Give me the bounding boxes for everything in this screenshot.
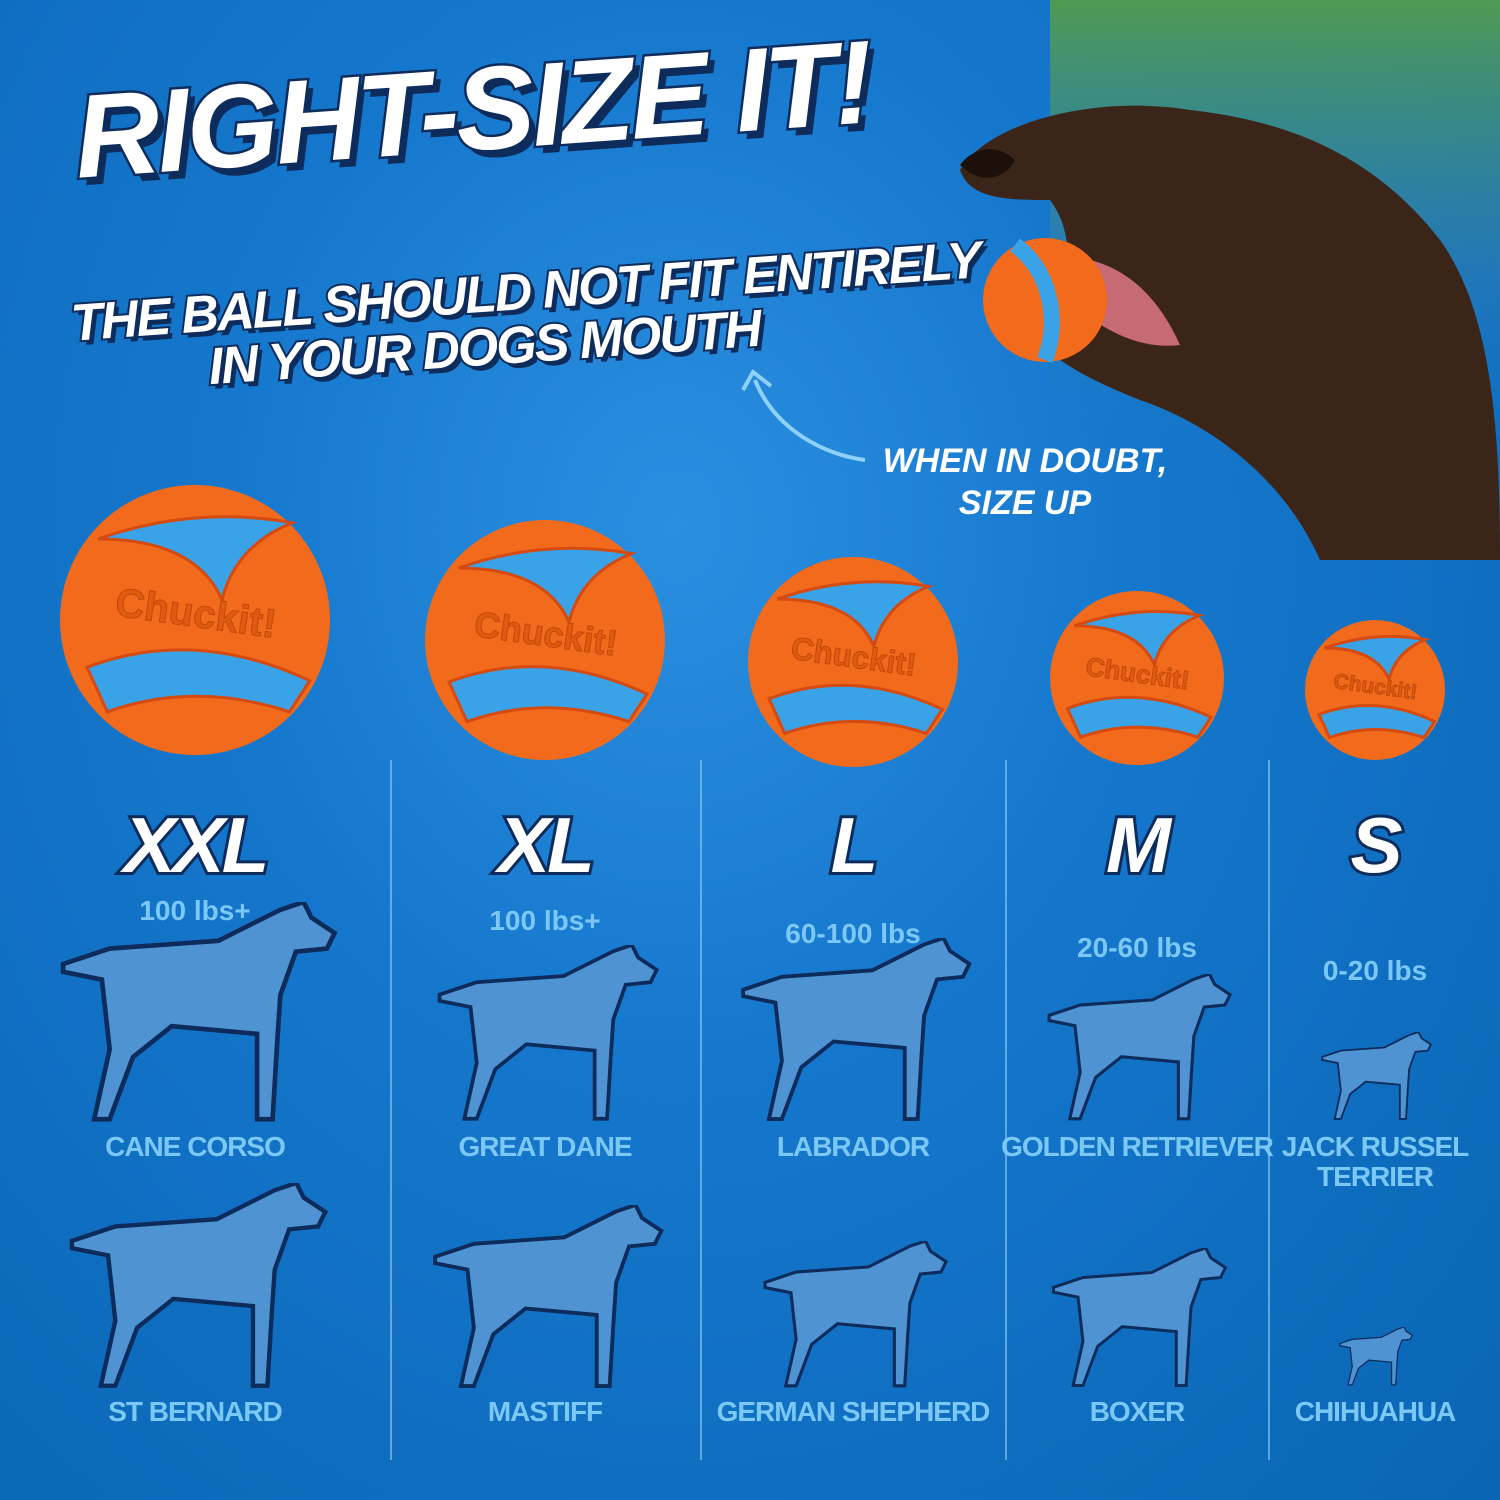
breed-label: BOXER <box>1089 1396 1186 1427</box>
dog-silhouette-3-2 <box>1051 1248 1228 1388</box>
column-divider <box>700 760 702 1460</box>
headline-title: RIGHT-SIZE IT! <box>68 14 877 206</box>
size-column-l: L <box>703 798 1003 892</box>
callout-line1: WHEN IN DOUBT, <box>882 442 1168 480</box>
breed-label: ST BERNARD <box>108 1396 283 1427</box>
dog-silhouette-2-1 <box>741 938 972 1121</box>
ball-in-mouth <box>983 238 1107 363</box>
size-label: XL <box>495 798 598 892</box>
ball-s: Chuckit! <box>1305 620 1445 760</box>
arrow-icon <box>741 368 866 462</box>
size-label: XXL <box>121 798 273 892</box>
size-label: M <box>1103 798 1174 892</box>
weight-range: 0-20 lbs <box>1322 955 1428 986</box>
balls-row: Chuckit! Chuckit! Chuckit! Chuckit! Chuc… <box>60 485 1445 767</box>
size-column-xxl: XXL <box>45 798 345 892</box>
column-divider <box>390 760 392 1460</box>
breed-label: CANE CORSO <box>105 1131 286 1162</box>
ball-l: Chuckit! <box>748 557 958 767</box>
breed-label: CHIHUAHUA <box>1294 1396 1457 1427</box>
breed-label: MASTIFF <box>487 1396 603 1427</box>
dog-photo <box>960 0 1500 560</box>
weight-range: 100 lbs+ <box>139 895 251 926</box>
dog-silhouette-0-1 <box>60 902 338 1122</box>
dog-silhouette-1-2 <box>433 1205 664 1388</box>
ball-xl: Chuckit! <box>425 520 665 760</box>
size-label: L <box>828 798 882 892</box>
dog-silhouette-3-1 <box>1047 974 1233 1121</box>
ball-xxl: Chuckit! <box>60 485 330 755</box>
callout-line2: SIZE UP <box>958 484 1092 522</box>
weight-range: 20-60 lbs <box>1077 932 1197 963</box>
breed-label: JACK RUSSEL TERRIER <box>1281 1131 1470 1192</box>
weight-range: 100 lbs+ <box>489 905 601 936</box>
size-label: S <box>1347 798 1405 892</box>
dog-silhouette-0-2 <box>69 1183 329 1389</box>
size-column-xl: XL <box>395 798 695 892</box>
dog-silhouette-4-2 <box>1339 1327 1414 1386</box>
column-divider <box>1005 760 1007 1460</box>
breed-label: LABRADOR <box>776 1131 930 1162</box>
weight-range: 60-100 lbs <box>785 918 921 949</box>
dog-silhouette-4-1 <box>1321 1031 1433 1120</box>
dog-silhouette-2-2 <box>763 1241 949 1388</box>
size-column-s: S <box>1225 798 1500 892</box>
breed-label: GERMAN SHEPHERD <box>716 1396 991 1427</box>
size-column-m: M <box>987 798 1287 892</box>
column-divider <box>1268 760 1270 1460</box>
dog-silhouette-1-1 <box>437 945 660 1121</box>
breed-label: GREAT DANE <box>458 1131 632 1162</box>
breed-label: GOLDEN RETRIEVER <box>1001 1131 1274 1162</box>
ball-m: Chuckit! <box>1050 591 1224 765</box>
